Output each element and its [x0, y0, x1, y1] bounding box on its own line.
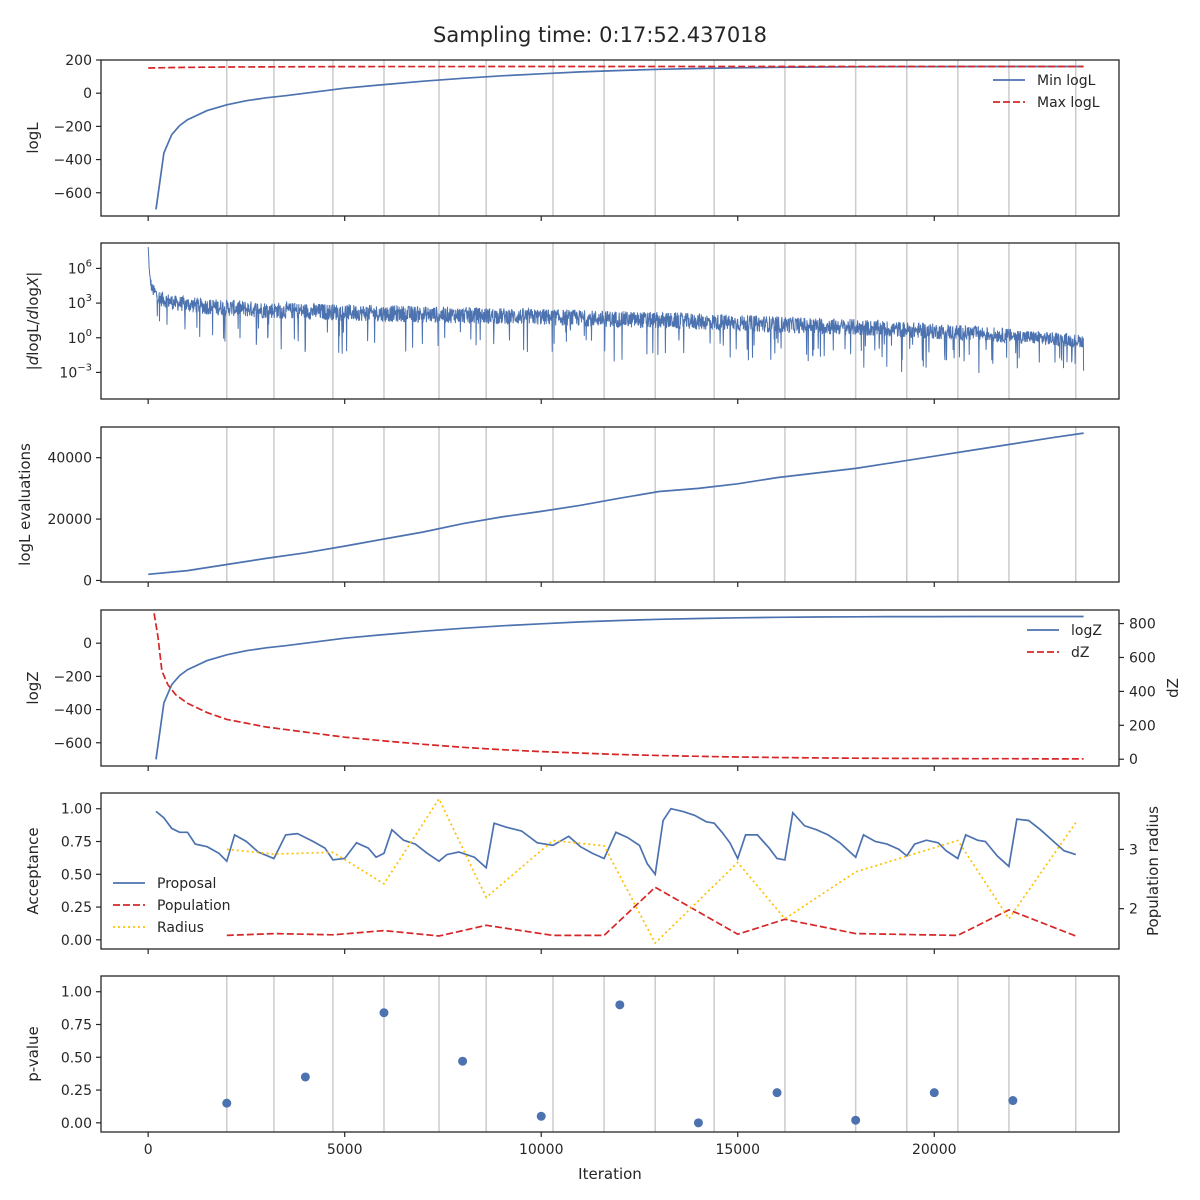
series-group — [222, 1000, 1018, 1128]
panel-frame — [100, 242, 1120, 400]
series-group — [153, 613, 1084, 760]
y-tick-label: −400 — [54, 703, 92, 719]
y-axis-label: |dlogL/dlogX| — [24, 272, 42, 371]
p-value-point — [536, 1111, 546, 1121]
y-tick-label: 0 — [83, 636, 92, 652]
series-group — [155, 797, 1077, 945]
panel-logz: 0 −200 −400 −600 800 600 400 200 0 logZ dZ logZ dZ — [24, 609, 1182, 771]
panel-frame — [100, 426, 1120, 583]
y-tick-label: −600 — [54, 736, 92, 752]
series-line-max-logl — [148, 65, 1084, 69]
y-tick-label: 1.00 — [61, 985, 92, 1001]
y-tick-label: −200 — [54, 119, 92, 135]
series-group — [147, 246, 1085, 374]
y-tick-label: 0.50 — [61, 867, 92, 883]
y-right-tick-label: 3 — [1129, 842, 1138, 858]
derivative-trace — [147, 246, 1085, 374]
y-tick-label: 0.00 — [61, 933, 92, 949]
p-value-point — [615, 1000, 625, 1010]
y-tick-label: −600 — [54, 186, 92, 202]
y-right-tick-label: 0 — [1129, 752, 1138, 768]
series-group — [148, 432, 1084, 576]
y-tick-label: 10−3 — [59, 362, 92, 381]
series-line-radius — [226, 797, 1077, 945]
y-right-tick-label: 800 — [1129, 617, 1156, 633]
panel-ncall: 40000 20000 0 logL evaluations — [16, 426, 1120, 589]
y-tick-label: 0.50 — [61, 1050, 92, 1066]
panel-frame — [100, 975, 1120, 1133]
panel-frame — [100, 792, 1120, 950]
series-line-population — [226, 886, 1077, 937]
panel-dlogl: 106 103 100 10−3 |dlogL/dlogX| — [24, 242, 1120, 404]
panel-pvalue: 1.00 0.75 0.50 0.25 0.00 0 5000 10000 15000 20000… — [24, 975, 1120, 1158]
p-value-point — [1008, 1096, 1018, 1106]
y-axis-label: p-value — [24, 1026, 42, 1082]
y-tick-label: 106 — [68, 258, 92, 277]
y-axis-label: Acceptance — [24, 827, 42, 914]
series-group — [148, 65, 1084, 210]
p-value-point — [379, 1008, 389, 1018]
y-tick-label: 40000 — [47, 451, 92, 467]
legend-label: Max logL — [1037, 95, 1100, 111]
panel-frame — [100, 59, 1120, 217]
y-tick-label: 0 — [83, 86, 92, 102]
x-tick-label: 15000 — [715, 1142, 760, 1158]
p-value-point — [772, 1088, 782, 1098]
y-tick-label: 0.75 — [61, 835, 92, 851]
panel-frame — [100, 609, 1120, 767]
p-value-point — [929, 1088, 939, 1098]
figure-title: Sampling time: 0:17:52.437018 — [433, 23, 767, 47]
y-right-axis-label: Population radius — [1144, 806, 1162, 936]
y-right-tick-label: 2 — [1129, 902, 1138, 918]
p-value-point — [458, 1056, 468, 1066]
legend-label: Population — [157, 898, 231, 914]
y-tick-label: 20000 — [47, 512, 92, 528]
series-line-ncall — [148, 432, 1084, 576]
legend-label: Proposal — [157, 876, 216, 892]
y-right-axis-label: dZ — [1164, 678, 1182, 698]
legend-label: dZ — [1071, 645, 1089, 661]
x-tick-label: 5000 — [327, 1142, 363, 1158]
y-tick-label: 0.00 — [61, 1116, 92, 1132]
panel-acceptance: 1.00 0.75 0.50 0.25 0.00 3 2 Acceptance Populati… — [24, 792, 1162, 954]
p-value-point — [222, 1098, 232, 1108]
y-tick-label: 0 — [83, 573, 92, 589]
panel-loglike: 200 0 −200 −400 −600 logL Min logL Max logL — [24, 53, 1120, 221]
y-tick-label: 1.00 — [61, 802, 92, 818]
legend-label: Radius — [157, 920, 204, 936]
y-tick-label: −400 — [54, 153, 92, 169]
x-tick-label: 0 — [144, 1142, 153, 1158]
y-axis-label: logL — [24, 122, 42, 154]
p-value-point — [851, 1115, 861, 1125]
y-tick-label: −200 — [54, 669, 92, 685]
y-right-tick-label: 400 — [1129, 684, 1156, 700]
legend-label: logZ — [1071, 623, 1102, 639]
x-tick-label: 20000 — [912, 1142, 957, 1158]
y-tick-label: 103 — [68, 293, 92, 312]
y-tick-label: 100 — [68, 328, 92, 347]
y-right-tick-label: 200 — [1129, 718, 1156, 734]
legend-label: Min logL — [1037, 73, 1096, 89]
p-value-point — [300, 1072, 310, 1082]
x-tick-label: 10000 — [519, 1142, 564, 1158]
y-axis-label: logL evaluations — [16, 443, 34, 566]
x-axis-label: Iteration — [578, 1165, 642, 1183]
y-tick-label: 200 — [65, 53, 92, 69]
series-line-logz — [155, 615, 1084, 760]
p-value-point — [693, 1118, 703, 1128]
series-line-proposal — [155, 807, 1077, 877]
y-tick-label: 0.75 — [61, 1018, 92, 1034]
y-tick-label: 0.25 — [61, 1083, 92, 1099]
y-tick-label: 0.25 — [61, 900, 92, 916]
y-axis-label: logZ — [24, 671, 42, 704]
y-right-tick-label: 600 — [1129, 650, 1156, 666]
